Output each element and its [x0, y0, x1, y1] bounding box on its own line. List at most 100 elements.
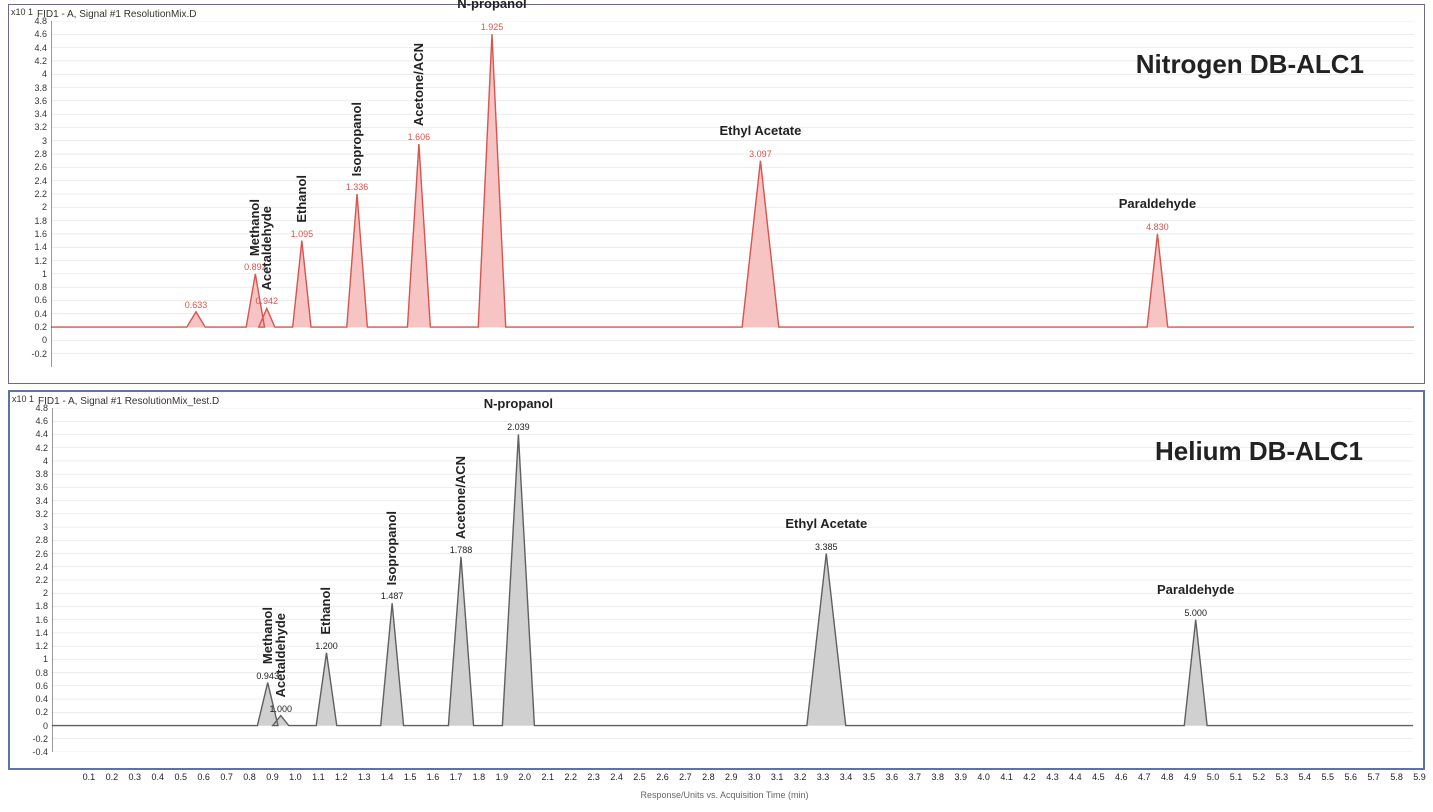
- x-tick-label: 2.7: [679, 772, 692, 782]
- y-tick-label: 0.8: [22, 668, 48, 678]
- y-tick-label: 3.6: [21, 96, 47, 106]
- y-tick-label: 3.8: [21, 83, 47, 93]
- y-tick-label: 1.8: [22, 601, 48, 611]
- x-tick-label: 1.2: [335, 772, 348, 782]
- x-tick-label: 3.3: [817, 772, 830, 782]
- y-tick-label: 2.4: [22, 562, 48, 572]
- x-tick-label: 5.5: [1321, 772, 1334, 782]
- retention-time-label: 1.925: [481, 22, 504, 32]
- peak-compound-label: Acetone/ACN: [411, 43, 426, 126]
- x-tick-label: 1.9: [496, 772, 509, 782]
- retention-time-label: 0.633: [185, 300, 208, 310]
- x-tick-label: 0.1: [83, 772, 96, 782]
- peak-compound-label: Acetaldehyde: [273, 613, 288, 698]
- x-tick-label: 1.8: [473, 772, 486, 782]
- x-tick-label: 2.4: [610, 772, 623, 782]
- y-tick-label: 3.6: [22, 482, 48, 492]
- x-tick-label: 0.9: [266, 772, 279, 782]
- y-tick-label: 2.8: [22, 535, 48, 545]
- x-tick-label: 0.2: [106, 772, 119, 782]
- y-tick-label: -0.2: [21, 349, 47, 359]
- x-tick-label: 5.4: [1299, 772, 1312, 782]
- y-tick-label: 1.4: [22, 628, 48, 638]
- y-tick-label: 0.4: [21, 309, 47, 319]
- x-tick-label: 3.9: [954, 772, 967, 782]
- retention-time-label: 1.000: [269, 704, 292, 714]
- panel-title-nitrogen: Nitrogen DB-ALC1: [1136, 49, 1364, 80]
- signal-file-label: FID1 - A, Signal #1 ResolutionMix.D: [37, 9, 197, 20]
- y-tick-label: 4.2: [22, 443, 48, 453]
- y-tick-label: 2: [22, 588, 48, 598]
- y-tick-label: 0.2: [22, 707, 48, 717]
- retention-time-label: 3.097: [749, 149, 772, 159]
- x-tick-label: 5.2: [1253, 772, 1266, 782]
- y-tick-label: 4.2: [21, 56, 47, 66]
- y-tick-label: 3.4: [21, 109, 47, 119]
- x-tick-label: 4.9: [1184, 772, 1197, 782]
- y-tick-label: 0.8: [21, 282, 47, 292]
- x-tick-label: 2.8: [702, 772, 715, 782]
- y-tick-label: 2.2: [21, 189, 47, 199]
- x-tick-label: 2.0: [519, 772, 532, 782]
- retention-time-label: 1.336: [346, 182, 369, 192]
- peak-compound-label: Paraldehyde: [1097, 196, 1217, 211]
- y-tick-label: 1.8: [21, 216, 47, 226]
- y-tick-label: 4.4: [22, 429, 48, 439]
- chromatogram-container: x10 1 FID1 - A, Signal #1 ResolutionMix.…: [0, 0, 1433, 794]
- x-tick-label: 3.6: [886, 772, 899, 782]
- chart-panel-helium: x10 1 FID1 - A, Signal #1 ResolutionMix_…: [8, 390, 1425, 770]
- x-tick-label: 5.0: [1207, 772, 1220, 782]
- retention-time-label: 0.942: [256, 296, 279, 306]
- x-tick-label: 4.5: [1092, 772, 1105, 782]
- y-tick-label: 2.6: [21, 162, 47, 172]
- y-tick-label: 3.4: [22, 496, 48, 506]
- x-tick-label: 4.0: [977, 772, 990, 782]
- retention-time-label: 1.788: [450, 545, 473, 555]
- x-tick-label: 3.7: [909, 772, 922, 782]
- x-tick-label: 4.6: [1115, 772, 1128, 782]
- x-tick-label: 1.1: [312, 772, 325, 782]
- y-tick-label: 2.6: [22, 549, 48, 559]
- y-tick-label: 2.4: [21, 176, 47, 186]
- y-tick-label: 0.4: [22, 694, 48, 704]
- y-tick-label: 3.2: [21, 122, 47, 132]
- signal-file-label: FID1 - A, Signal #1 ResolutionMix_test.D: [38, 396, 219, 407]
- x-tick-label: 5.6: [1344, 772, 1357, 782]
- x-tick-label: 1.5: [404, 772, 417, 782]
- panel-title-helium: Helium DB-ALC1: [1155, 436, 1363, 467]
- peak-compound-label: Ethanol: [294, 175, 309, 223]
- x-tick-label: 5.7: [1367, 772, 1380, 782]
- y-tick-label: 4.8: [21, 16, 47, 26]
- retention-time-label: 1.606: [408, 132, 431, 142]
- x-tick-label: 3.5: [863, 772, 876, 782]
- peak-compound-label: Isopropanol: [349, 102, 364, 176]
- peak-compound-label: Ethyl Acetate: [700, 123, 820, 138]
- x-tick-label: 1.3: [358, 772, 371, 782]
- y-tick-label: 4: [22, 456, 48, 466]
- shared-x-axis: Response/Units vs. Acquisition Time (min…: [16, 770, 1433, 790]
- x-tick-label: 4.7: [1138, 772, 1151, 782]
- retention-time-label: 2.039: [507, 422, 530, 432]
- x-tick-label: 3.2: [794, 772, 807, 782]
- y-tick-label: -0.2: [22, 734, 48, 744]
- y-tick-label: 4.8: [22, 403, 48, 413]
- x-tick-label: 5.1: [1230, 772, 1243, 782]
- x-tick-label: 0.4: [151, 772, 164, 782]
- y-tick-label: 1.4: [21, 242, 47, 252]
- y-tick-label: 4.4: [21, 43, 47, 53]
- x-tick-label: 4.1: [1000, 772, 1013, 782]
- x-tick-label: 2.2: [564, 772, 577, 782]
- x-tick-label: 4.2: [1023, 772, 1036, 782]
- peak-compound-label: Isopropanol: [384, 511, 399, 585]
- peak-compound-label: Paraldehyde: [1136, 582, 1256, 597]
- retention-time-label: 1.095: [291, 229, 314, 239]
- x-tick-label: 2.6: [656, 772, 669, 782]
- retention-time-label: 1.487: [381, 591, 404, 601]
- x-tick-label: 2.1: [541, 772, 554, 782]
- y-tick-label: 2: [21, 202, 47, 212]
- y-tick-label: 4: [21, 69, 47, 79]
- y-tick-label: 3.2: [22, 509, 48, 519]
- x-tick-label: 0.6: [197, 772, 210, 782]
- x-tick-label: 3.0: [748, 772, 761, 782]
- x-axis-title: Response/Units vs. Acquisition Time (min…: [640, 790, 808, 800]
